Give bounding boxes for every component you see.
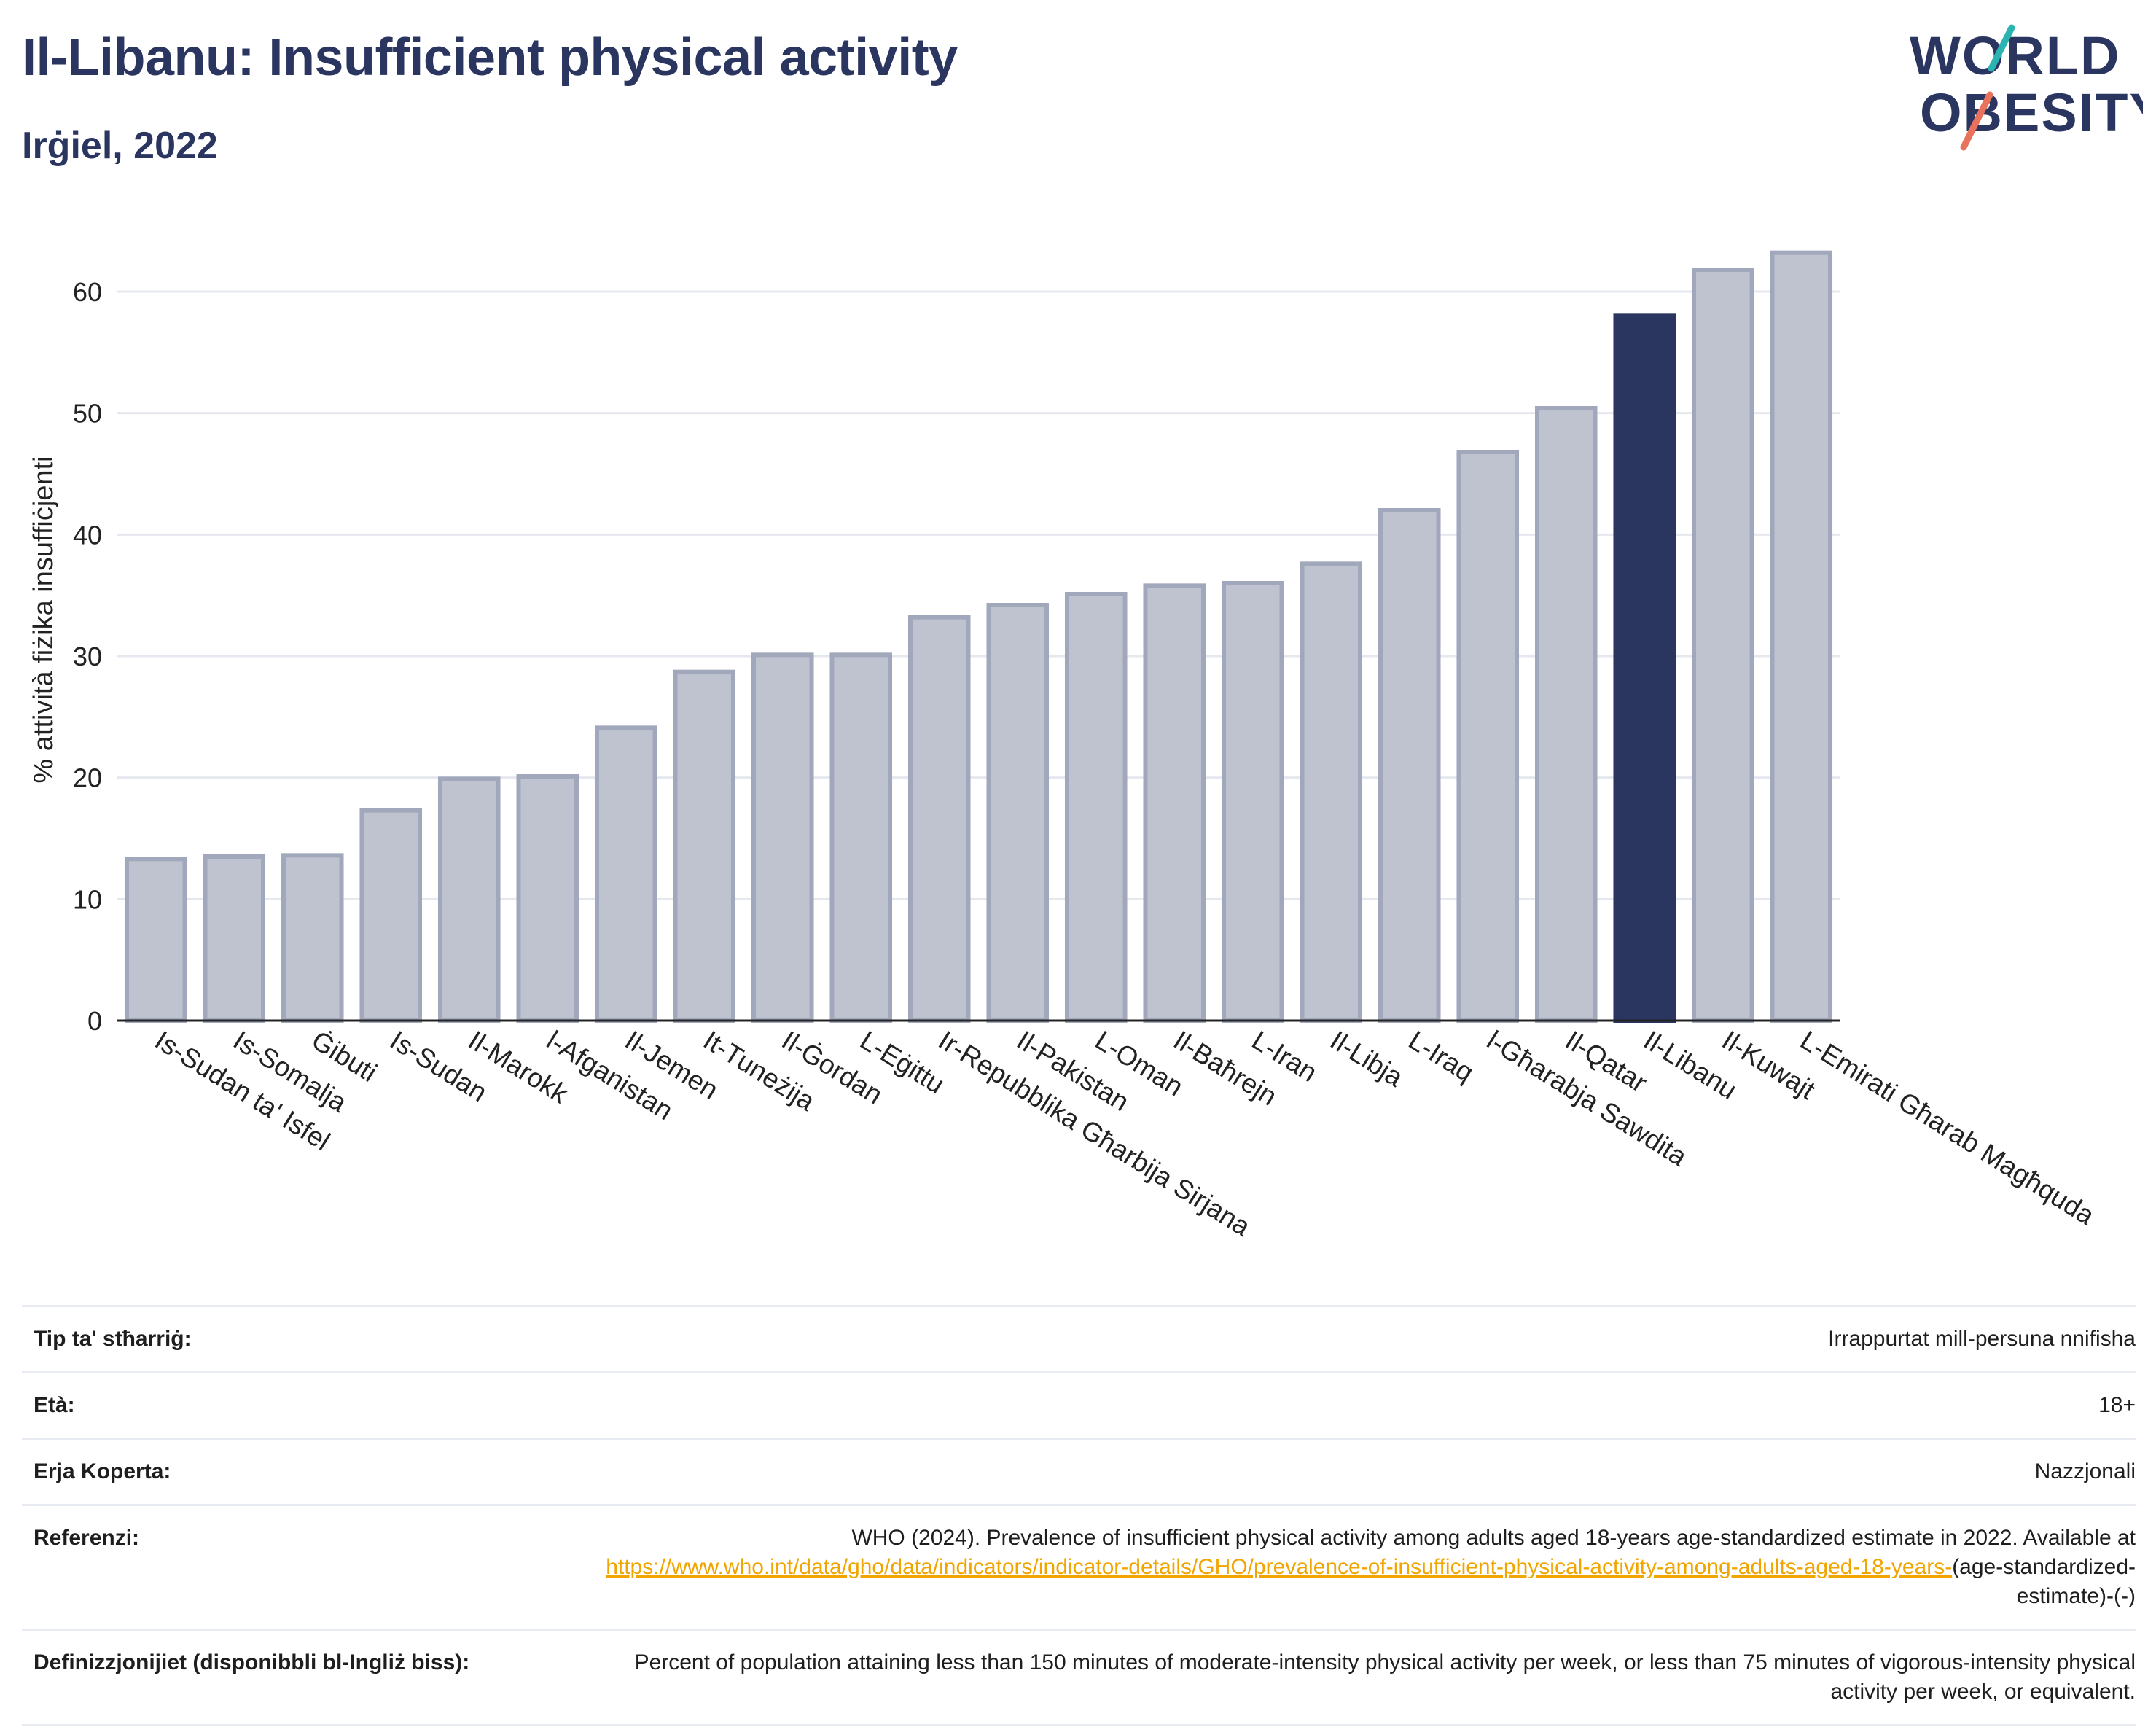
info-label: Definizzjonijiet (disponibbli bl-Ingliż …: [22, 1629, 558, 1726]
info-value: Nazzjonali: [558, 1438, 2136, 1506]
x-tick-label: L-Iraq: [1404, 1025, 1480, 1088]
bar-il-ordan: [751, 652, 814, 1023]
info-label: Erja Koperta:: [22, 1438, 558, 1506]
bar-l-g-arabja-sawdita: [1456, 450, 1520, 1023]
bar-is-sudan-ta-isfel: [124, 857, 187, 1024]
info-row: Referenzi: WHO (2024). Prevalence of insu…: [22, 1504, 2136, 1631]
y-tick-label: 30: [73, 642, 102, 671]
info-value: Irrappurtat mill-persuna nnifisha: [558, 1305, 2136, 1373]
bar-chart: 0 10 20 30 40 50 60 Is-Sudan ta' IsfelIs-Somal…: [28, 250, 2100, 1242]
logo-text-obesity: OBESITY: [1920, 82, 2143, 143]
y-tick-label: 40: [73, 520, 102, 550]
y-axis-ticks: 0 10 20 30 40 50 60: [73, 277, 102, 1036]
info-value-text: Irrappurtat mill-persuna nnifisha: [1828, 1327, 2136, 1351]
reference-suffix: (age-standardized-estimate)-(-): [1952, 1555, 2136, 1608]
bar-il-pakistan: [986, 603, 1050, 1023]
logo-slash-teal: [1988, 24, 2015, 72]
y-tick-label: 0: [87, 1006, 102, 1036]
bar-it-tune-ija: [673, 669, 736, 1024]
bar-il-kuwajt: [1691, 268, 1754, 1023]
bar--ibuti: [281, 853, 344, 1024]
chart-title: Il-Libanu: Insufficient physical activit…: [22, 28, 958, 87]
bar-l-e-ittu: [829, 652, 893, 1023]
reference-link[interactable]: https://www.who.int/data/gho/data/indica…: [606, 1555, 1953, 1579]
info-row: Definizzjonijiet (disponibbli bl-Ingliż …: [22, 1629, 2136, 1726]
info-value-text: Percent of population attaining less tha…: [634, 1650, 2136, 1704]
logo-slash-coral: [1960, 91, 1993, 151]
bar-il-libja: [1300, 561, 1363, 1023]
logo-text-world: WORLD: [1910, 26, 2121, 86]
y-tick-label: 10: [73, 884, 102, 914]
bar-is-sudan: [359, 808, 423, 1023]
bar-il-libanu: [1613, 313, 1676, 1024]
info-label: Tip ta' stħarriġ:: [22, 1305, 558, 1373]
info-value-text: WHO (2024). Prevalence of insufficient p…: [851, 1526, 2136, 1550]
chart-subtitle: Irġiel, 2022: [22, 125, 218, 167]
bar-l-emirati-g-arab-mag-quda: [1770, 250, 1833, 1024]
bar-l-afganistan: [516, 774, 579, 1023]
info-value: Percent of population attaining less tha…: [558, 1629, 2136, 1726]
info-value-text: Nazzjonali: [2034, 1459, 2136, 1483]
info-row: Età: 18+: [22, 1371, 2136, 1440]
y-axis-label: % attività fiżika insuffiċjenti: [28, 456, 59, 783]
bars: [124, 250, 1833, 1024]
info-row: Tip ta' stħarriġ: Irrappurtat mill-persun…: [22, 1305, 2136, 1373]
x-tick-label: Il-Libja: [1325, 1025, 1409, 1093]
bar-il-marokk: [437, 776, 501, 1024]
x-tick-label: L-Emirati Għarab Magħquda: [1795, 1025, 2100, 1231]
bar-il-qatar: [1534, 406, 1598, 1023]
bar-il-jemen: [594, 725, 657, 1023]
bar-ir-repubblika-g-arbija-sirjana: [907, 615, 971, 1023]
world-obesity-logo: WORLD OBESITY: [1910, 24, 2143, 151]
info-row: Erja Koperta: Nazzjonali: [22, 1438, 2136, 1506]
info-value: WHO (2024). Prevalence of insufficient p…: [558, 1504, 2136, 1631]
y-tick-label: 20: [73, 763, 102, 793]
bar-l-iraq: [1378, 508, 1441, 1023]
info-label: Età:: [22, 1371, 558, 1440]
y-tick-label: 50: [73, 399, 102, 429]
bar-il-ba-rejn: [1143, 583, 1206, 1023]
bar-l-iran: [1221, 581, 1284, 1023]
info-value-text: 18+: [2098, 1393, 2136, 1417]
info-value: 18+: [558, 1371, 2136, 1440]
bar-l-oman: [1064, 592, 1128, 1023]
y-tick-label: 60: [73, 277, 102, 307]
bar-is-somalja: [203, 854, 266, 1023]
info-label: Referenzi:: [22, 1504, 558, 1631]
info-table: Tip ta' stħarriġ: Irrappurtat mill-persun…: [22, 1305, 2136, 1726]
